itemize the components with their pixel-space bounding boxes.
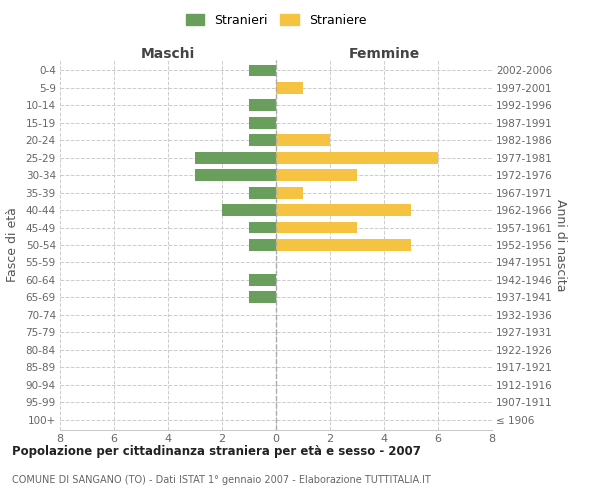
Bar [276, 204, 411, 216]
Bar [249, 100, 276, 112]
Text: COMUNE DI SANGANO (TO) - Dati ISTAT 1° gennaio 2007 - Elaborazione TUTTITALIA.IT: COMUNE DI SANGANO (TO) - Dati ISTAT 1° g… [12, 475, 431, 485]
Bar [249, 239, 276, 251]
Text: Femmine: Femmine [349, 47, 419, 61]
Bar [249, 186, 276, 198]
Legend: Stranieri, Straniere: Stranieri, Straniere [181, 8, 371, 32]
Bar [222, 204, 276, 216]
Bar [249, 292, 276, 304]
Bar [249, 64, 276, 76]
Bar [276, 152, 438, 164]
Bar [276, 82, 303, 94]
Bar [276, 134, 330, 146]
Bar [276, 186, 303, 198]
Bar [249, 274, 276, 286]
Bar [276, 170, 357, 181]
Bar [276, 222, 357, 234]
Bar [195, 170, 276, 181]
Text: Maschi: Maschi [141, 47, 195, 61]
Y-axis label: Anni di nascita: Anni di nascita [554, 198, 567, 291]
Bar [276, 239, 411, 251]
Y-axis label: Fasce di età: Fasce di età [5, 208, 19, 282]
Bar [249, 222, 276, 234]
Bar [195, 152, 276, 164]
Bar [249, 117, 276, 129]
Text: Popolazione per cittadinanza straniera per età e sesso - 2007: Popolazione per cittadinanza straniera p… [12, 445, 421, 458]
Bar [249, 134, 276, 146]
